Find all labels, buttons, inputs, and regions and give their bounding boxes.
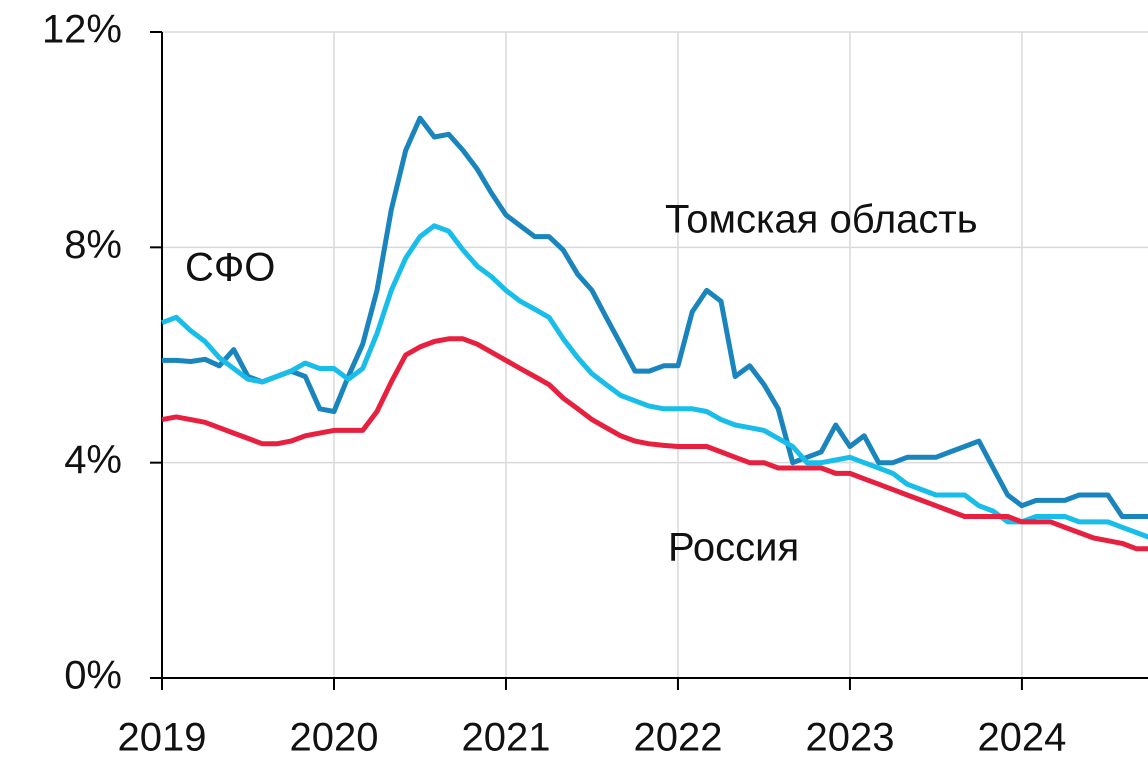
x-tick-label: 2020 (289, 716, 378, 760)
y-tick-label: 4% (64, 438, 122, 482)
series-label: СФО (185, 246, 275, 290)
y-tick-label: 8% (64, 223, 122, 267)
series-label: Томская область (665, 198, 978, 242)
x-tick-label: 2021 (461, 716, 550, 760)
series-line (161, 223, 1148, 540)
y-tick-label: 0% (64, 654, 122, 698)
x-tick-label: 2023 (805, 716, 894, 760)
x-tick-label: 2019 (118, 716, 207, 760)
x-tick-label: 2022 (633, 716, 722, 760)
series-line (162, 115, 1148, 519)
series-label: Россия (668, 526, 799, 570)
series-line (161, 336, 1148, 552)
y-tick-label: 12% (42, 8, 122, 52)
x-tick-label: 2024 (977, 716, 1066, 760)
